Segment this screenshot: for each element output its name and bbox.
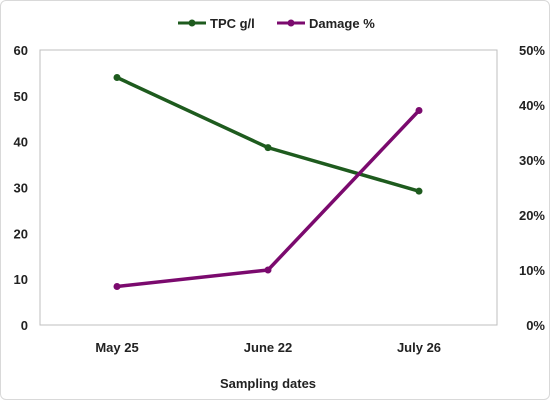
left-tick-label: 40 bbox=[14, 135, 28, 150]
legend: TPC g/l Damage % bbox=[178, 16, 375, 31]
right-tick-label: 50% bbox=[519, 43, 545, 58]
left-tick-label: 0 bbox=[21, 318, 28, 333]
legend-label-tpc: TPC g/l bbox=[210, 16, 255, 31]
right-axis-ticks: 0% 10% 20% 30% 40% 50% bbox=[519, 43, 545, 333]
left-tick-label: 10 bbox=[14, 272, 28, 287]
x-tick-label: May 25 bbox=[95, 340, 138, 355]
right-tick-label: 40% bbox=[519, 98, 545, 113]
x-tick-label: June 22 bbox=[244, 340, 292, 355]
legend-entry-damage: Damage % bbox=[277, 16, 375, 31]
data-point-damage bbox=[113, 283, 121, 290]
left-tick-label: 60 bbox=[14, 43, 28, 58]
left-tick-label: 50 bbox=[14, 89, 28, 104]
legend-label-damage: Damage % bbox=[309, 16, 375, 31]
series-line-tpc bbox=[116, 75, 420, 193]
data-point-damage bbox=[264, 266, 272, 274]
left-tick-label: 30 bbox=[14, 181, 28, 196]
x-axis-title: Sampling dates bbox=[220, 376, 316, 391]
left-axis-ticks: 0 10 20 30 40 50 60 bbox=[14, 43, 28, 333]
right-tick-label: 10% bbox=[519, 263, 545, 278]
right-tick-label: 30% bbox=[519, 153, 545, 168]
data-point-tpc bbox=[113, 74, 121, 81]
x-tick-label: July 26 bbox=[397, 340, 441, 355]
data-point-damage bbox=[415, 107, 423, 114]
series-line-damage bbox=[116, 109, 421, 289]
right-tick-label: 20% bbox=[519, 208, 545, 223]
data-point-tpc bbox=[264, 144, 272, 152]
legend-entry-tpc: TPC g/l bbox=[178, 16, 255, 31]
legend-marker-damage bbox=[287, 19, 295, 27]
data-point-tpc bbox=[415, 187, 423, 195]
series-layer bbox=[113, 74, 423, 290]
x-axis-ticks: May 25 June 22 July 26 bbox=[95, 340, 441, 355]
right-tick-label: 0% bbox=[526, 318, 545, 333]
plot-area bbox=[39, 49, 498, 326]
left-tick-label: 20 bbox=[14, 226, 28, 241]
legend-marker-tpc bbox=[188, 19, 196, 27]
